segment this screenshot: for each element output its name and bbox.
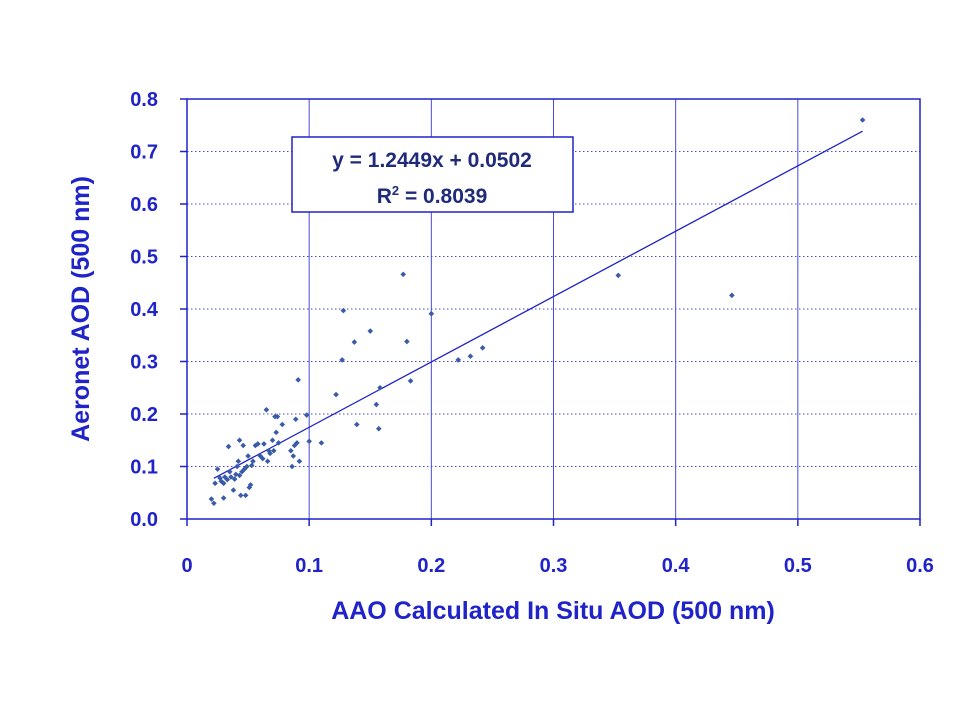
data-point xyxy=(225,443,232,450)
data-point xyxy=(244,463,250,470)
data-point xyxy=(288,447,294,454)
data-point xyxy=(318,440,325,446)
data-point xyxy=(373,401,380,408)
r-squared-label: R2 = 0.8039 xyxy=(377,183,488,208)
data-point xyxy=(376,425,382,432)
data-point xyxy=(275,440,282,446)
data-point xyxy=(294,440,300,446)
data-point xyxy=(455,357,462,363)
data-point xyxy=(340,307,347,314)
data-point xyxy=(250,458,256,465)
data-point xyxy=(274,413,281,420)
y-tick-label: 0.4 xyxy=(130,299,159,321)
y-tick-label: 0.6 xyxy=(130,194,158,216)
x-tick-label: 0.4 xyxy=(662,555,691,577)
y-tick-label: 0.3 xyxy=(130,352,158,374)
data-point xyxy=(255,441,261,447)
data-point xyxy=(428,310,435,317)
data-point xyxy=(270,447,277,454)
data-point xyxy=(377,384,383,391)
x-axis-title: AAO Calculated In Situ AOD (500 nm) xyxy=(331,597,775,625)
x-tick-label: 0.6 xyxy=(906,555,934,577)
trendline-group xyxy=(213,130,863,479)
data-point xyxy=(859,117,866,123)
data-point xyxy=(257,453,264,459)
trendline xyxy=(213,130,863,479)
data-point xyxy=(236,437,243,444)
data-point xyxy=(303,412,310,418)
data-point xyxy=(228,474,234,480)
data-point xyxy=(354,421,360,428)
data-point xyxy=(240,442,246,449)
data-point xyxy=(231,476,238,482)
data-point xyxy=(226,468,233,475)
data-point xyxy=(259,455,266,462)
data-point xyxy=(214,466,221,472)
data-point xyxy=(266,447,272,454)
data-point xyxy=(237,492,244,499)
data-point xyxy=(236,472,243,479)
data-point xyxy=(273,429,279,436)
axes xyxy=(180,98,921,526)
data-point xyxy=(242,492,249,499)
data-point xyxy=(351,339,358,345)
x-tick-label: 0 xyxy=(181,555,192,577)
data-point xyxy=(615,272,622,279)
data-point xyxy=(247,482,254,488)
data-point xyxy=(264,458,271,465)
y-tick-label: 0.8 xyxy=(130,89,158,111)
data-point xyxy=(220,480,227,487)
equation-box: y = 1.2449x + 0.0502 R2 = 0.8039 xyxy=(291,136,574,213)
data-point xyxy=(295,377,301,383)
data-point xyxy=(729,292,735,299)
data-point xyxy=(467,353,474,360)
data-point xyxy=(292,416,299,423)
y-tick-label: 0.7 xyxy=(130,142,158,164)
data-point xyxy=(306,438,312,445)
y-axis-title: Aeronet AOD (500 nm) xyxy=(67,176,95,442)
data-point xyxy=(217,475,223,481)
data-point xyxy=(290,453,297,459)
y-tick-label: 0.1 xyxy=(130,457,158,479)
y-tick-label: 0.0 xyxy=(130,509,158,531)
data-point xyxy=(407,378,414,384)
data-point xyxy=(230,487,237,493)
data-point xyxy=(212,480,218,487)
x-tick-label: 0.3 xyxy=(540,555,568,577)
data-point xyxy=(296,458,303,465)
data-point xyxy=(245,453,251,459)
data-point xyxy=(248,462,255,469)
data-points xyxy=(208,117,866,507)
data-point xyxy=(289,463,295,470)
data-point xyxy=(220,495,227,501)
y-tick-label: 0.2 xyxy=(130,404,158,426)
data-point xyxy=(224,476,231,483)
trendline-equation: y = 1.2449x + 0.0502 xyxy=(332,149,532,172)
data-point xyxy=(279,421,286,428)
data-point xyxy=(235,458,242,465)
x-tick-label: 0.2 xyxy=(417,555,445,577)
data-point xyxy=(208,496,215,502)
data-point xyxy=(234,463,240,470)
data-point xyxy=(252,442,259,449)
data-point xyxy=(339,357,345,363)
data-point xyxy=(263,407,270,413)
data-point xyxy=(269,437,276,444)
data-point xyxy=(367,328,374,334)
x-tick-label: 0.1 xyxy=(295,555,323,577)
data-point xyxy=(400,271,407,278)
y-tick-label: 0.5 xyxy=(130,247,158,269)
data-point xyxy=(291,442,298,449)
data-point xyxy=(333,391,339,398)
data-point xyxy=(404,338,410,345)
data-point xyxy=(261,441,267,447)
x-tick-label: 0.5 xyxy=(784,555,812,577)
data-point xyxy=(211,500,217,507)
data-point xyxy=(246,484,253,491)
tick-labels: 0.0 0.1 0.2 0.3 0.4 0.5 0.6 0.7 0.8 0 0.1 0.2 0.3 0.4… xyxy=(130,89,934,577)
data-point xyxy=(267,450,273,457)
data-point xyxy=(479,345,486,351)
